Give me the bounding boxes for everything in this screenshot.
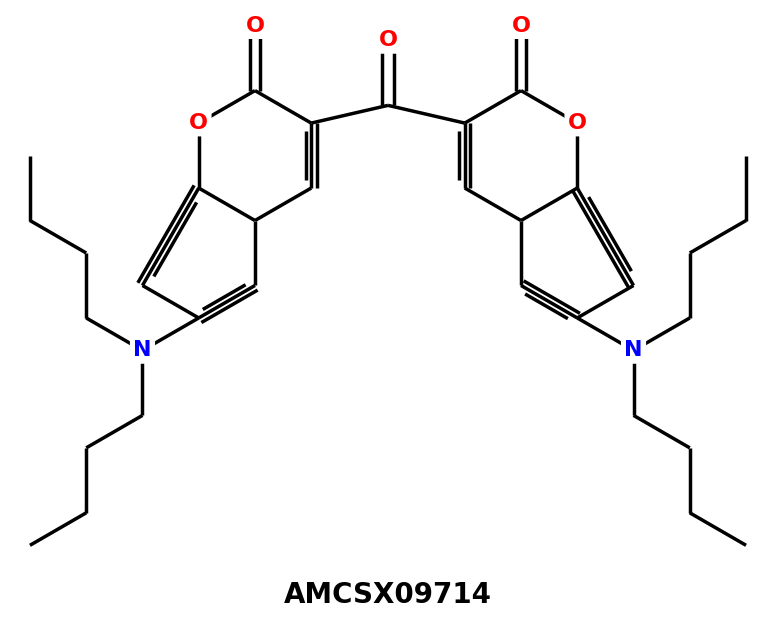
Text: O: O bbox=[568, 113, 587, 133]
Text: O: O bbox=[511, 16, 531, 36]
Text: AMCSX09714: AMCSX09714 bbox=[284, 581, 492, 609]
Text: N: N bbox=[133, 340, 152, 360]
Text: O: O bbox=[379, 30, 397, 50]
Text: N: N bbox=[624, 340, 643, 360]
Text: O: O bbox=[189, 113, 208, 133]
Text: O: O bbox=[245, 16, 265, 36]
